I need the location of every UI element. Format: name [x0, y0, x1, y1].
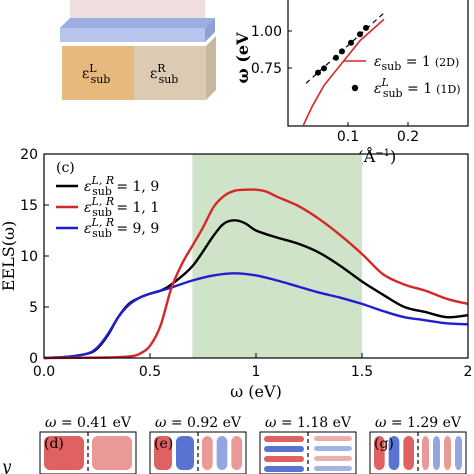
field-lobe — [444, 436, 451, 470]
sheet-top — [60, 18, 215, 28]
field-map-title: ω = 0.41 eV — [45, 415, 132, 431]
field-lobe — [264, 446, 304, 452]
xtick-label: 0.0 — [33, 364, 55, 380]
dispersion-ylabel: ω (eV — [233, 32, 252, 84]
field-map-frame — [149, 431, 247, 474]
dispersion-frame — [287, 0, 469, 127]
right-substrate-block — [134, 46, 206, 100]
eps-left-label: εL sub — [82, 62, 110, 86]
eps-right-label: εR sub — [150, 62, 178, 86]
field-lobe — [176, 436, 194, 470]
field-lobe — [314, 436, 352, 441]
field-lobe — [264, 456, 304, 462]
field-map-panel: ω = 0.41 eV (d) — [39, 415, 137, 474]
field-lobe — [374, 436, 385, 470]
field-lobe — [264, 466, 304, 472]
xtick-label: 1 — [252, 364, 261, 380]
field-lobe — [264, 436, 304, 442]
field-map-frame — [39, 431, 137, 474]
legend-1d-label: εL sub = 1 (1D) — [374, 76, 461, 100]
block-side — [206, 36, 216, 100]
field-lobe — [231, 436, 242, 470]
point-1d — [333, 54, 339, 61]
sheet-face — [60, 28, 205, 42]
field-lobe — [433, 436, 440, 470]
field-lobe — [154, 436, 172, 470]
field-lobe — [202, 436, 213, 470]
curve-2d — [302, 18, 385, 126]
ytick-label: 10 — [20, 249, 38, 265]
eels-series-line — [43, 188, 469, 360]
field-map-frame — [369, 431, 467, 474]
legend-1d-marker — [351, 84, 359, 92]
field-map-title: ω = 1.29 eV — [375, 415, 462, 431]
field-maps: ω = 0.41 eV (d) ω = 0.92 eV (e) ω = 1.18 eV ω… — [39, 415, 467, 474]
xtick-label: 0.2 — [397, 129, 419, 145]
field-map-panel: ω = 1.29 eV (g) — [369, 415, 467, 474]
ytick-label: 0.75 — [251, 61, 282, 77]
xtick-label: 0.5 — [139, 364, 161, 380]
field-lobe — [44, 436, 84, 470]
point-1d — [363, 24, 369, 31]
field-lobe — [92, 436, 132, 470]
field-lobe — [314, 456, 352, 461]
point-1d — [315, 69, 321, 76]
left-substrate-block — [62, 46, 134, 100]
xtick-label: 0.1 — [337, 129, 359, 145]
eels-xlabel: ω (eV) — [230, 382, 282, 401]
point-1d — [339, 48, 345, 55]
substrate-schematic: εL sub εR sub — [60, 0, 216, 100]
field-lobe — [314, 446, 352, 451]
ytick-label: 0 — [29, 351, 38, 367]
field-lobe — [455, 436, 462, 470]
field-lobe — [403, 436, 414, 470]
panel-label-c: (c) — [56, 160, 75, 176]
field-map-tag: (g) — [374, 436, 394, 452]
field-lobe — [314, 466, 352, 471]
xtick-label: 1.5 — [351, 364, 373, 380]
ytick-label: 20 — [20, 147, 38, 163]
field-lobe — [422, 436, 429, 470]
ytick-label: 5 — [29, 300, 38, 316]
field-lobe — [388, 436, 400, 470]
eels-ylabel: EELS(ω) — [0, 221, 18, 291]
field-map-tag: (d) — [44, 436, 64, 452]
point-1d — [321, 65, 327, 72]
field-lobe — [216, 436, 228, 470]
sheet-side — [205, 18, 215, 42]
field-map-panel: ω = 0.92 eV (e) — [149, 415, 247, 474]
field-map-panel: ω = 1.18 eV — [259, 415, 357, 474]
dispersion-plot: 1.00 0.75 0.1 0.2 ω (eV qy(Å−1) εsub = 1… — [233, 0, 469, 169]
maps-y-letter: y — [1, 457, 12, 474]
field-map-tag: (e) — [154, 436, 173, 452]
point-1d — [357, 31, 363, 38]
xtick-label: 2 — [464, 364, 473, 380]
field-map-frame — [259, 431, 357, 474]
field-map-title: ω = 0.92 eV — [155, 415, 242, 431]
eels-series-line — [43, 272, 469, 360]
ytick-label: 15 — [20, 198, 38, 214]
shaded-band — [192, 154, 362, 358]
top-layer-face — [70, 0, 205, 20]
field-map-title: ω = 1.18 eV — [265, 415, 352, 431]
ytick-label: 1.00 — [251, 24, 282, 40]
point-1d — [348, 39, 354, 46]
legend-2d-label: εsub = 1 (2D) — [374, 54, 459, 73]
